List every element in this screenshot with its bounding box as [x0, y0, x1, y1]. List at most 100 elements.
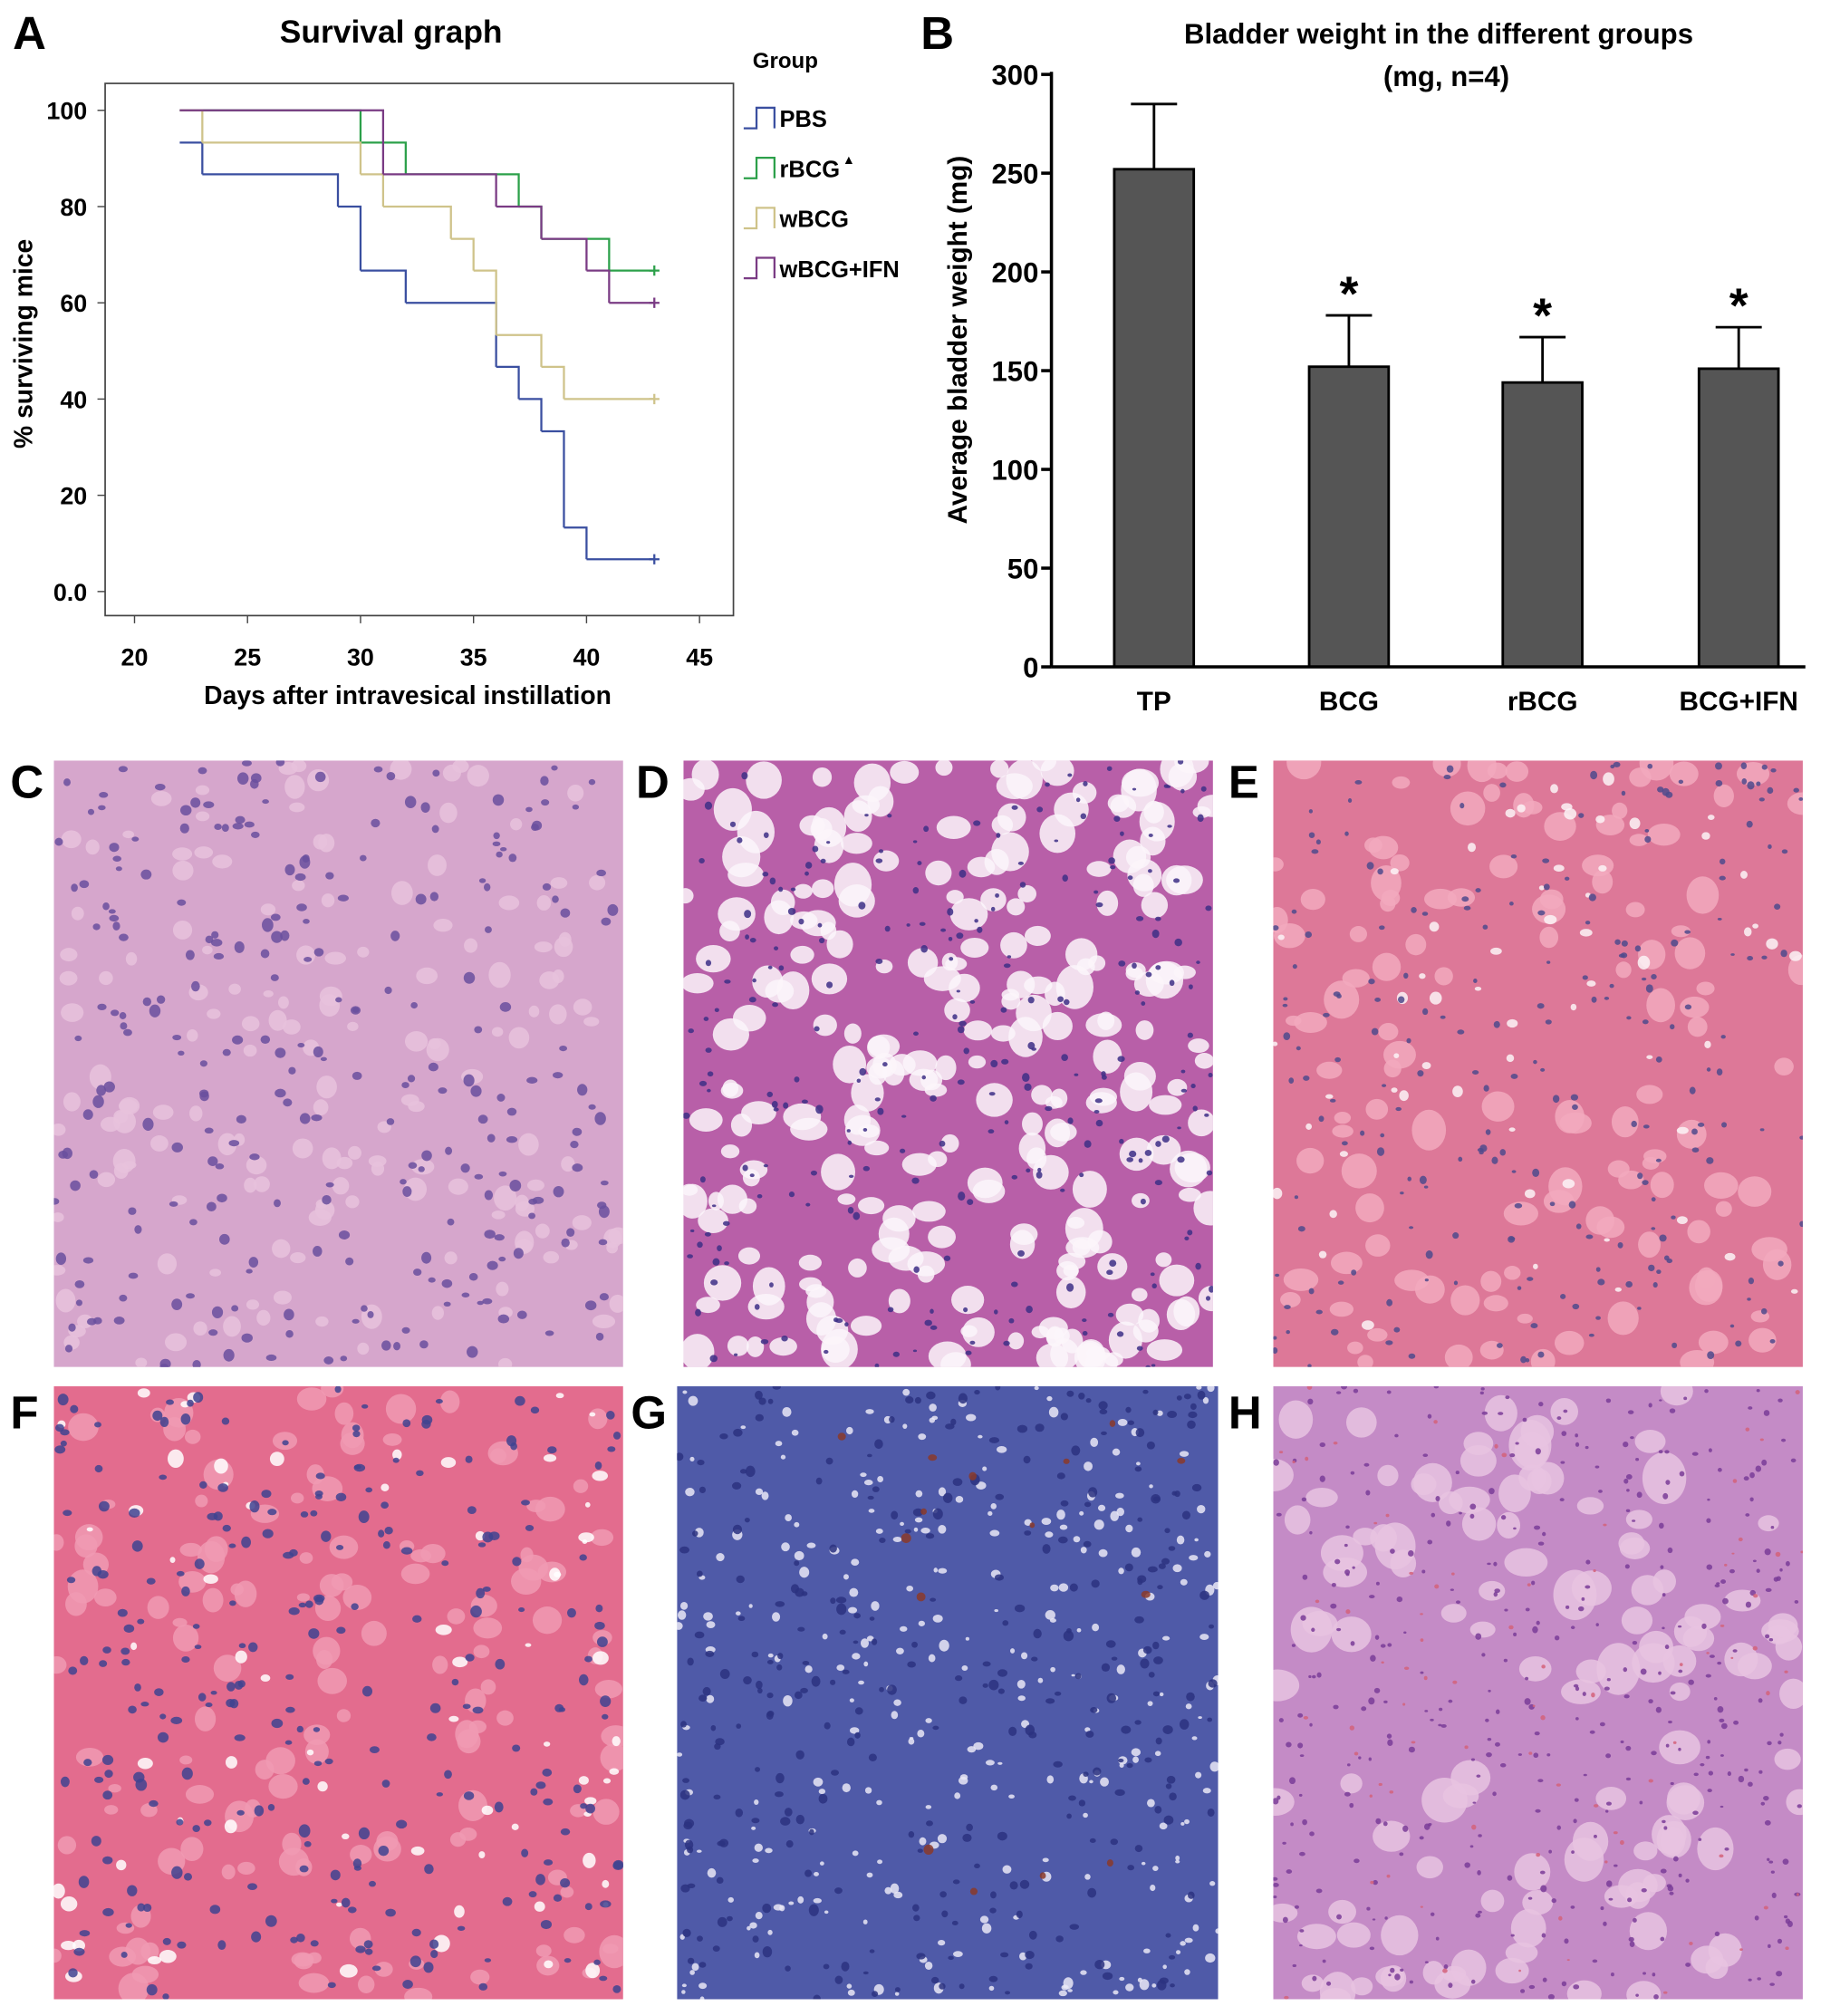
tissue-cell [1421, 1062, 1431, 1070]
tissue-cell [159, 1358, 171, 1367]
tissue-cell [1540, 1067, 1546, 1072]
tissue-cell [1074, 1673, 1082, 1680]
tissue-cell [432, 1934, 450, 1953]
tissue-cell [969, 1340, 976, 1346]
tissue-cell [1369, 1595, 1375, 1599]
tissue-cell [1794, 1599, 1799, 1604]
tissue-cell [1709, 1654, 1715, 1658]
tissue-cell [766, 1091, 774, 1098]
tissue-cell [1349, 1725, 1355, 1731]
tissue-cell [1611, 1106, 1639, 1138]
tissue-cell [1326, 1981, 1332, 1986]
tissue-cell [984, 848, 1009, 875]
tissue-cell [1084, 1351, 1119, 1367]
tissue-cell [1790, 1458, 1797, 1463]
tissue-cell [733, 1353, 738, 1356]
tissue-cell [1423, 1675, 1428, 1681]
tissue-cell [1598, 1490, 1603, 1493]
tissue-cell [1707, 1498, 1710, 1501]
tissue-cell [765, 979, 795, 1003]
tissue-cell [1757, 1977, 1761, 1981]
tissue-cell [924, 1319, 932, 1326]
tissue-cell [1740, 762, 1748, 769]
tissue-cell [997, 1831, 1007, 1841]
tissue-cell [484, 1230, 496, 1240]
tissue-cell [207, 1156, 218, 1167]
tissue-cell [1648, 1699, 1653, 1704]
tissue-cell [1368, 835, 1399, 860]
tissue-cell [410, 1846, 425, 1856]
panel-label: H [1228, 1387, 1262, 1439]
tissue-cell [270, 974, 279, 981]
tissue-cell [1770, 1526, 1775, 1529]
tissue-cell [1668, 1720, 1672, 1724]
tissue-cell [1511, 1170, 1517, 1173]
tissue-cell [1607, 1301, 1639, 1336]
tissue-cell [600, 1743, 623, 1772]
tissue-cell [1022, 1073, 1030, 1083]
tissue-cell [949, 973, 980, 1003]
tissue-cell [1202, 1788, 1211, 1794]
tissue-cell [112, 1149, 136, 1173]
tissue-cell [1761, 764, 1768, 770]
tissue-cell [698, 1982, 708, 1990]
tissue-cell [459, 1828, 477, 1841]
plot-frame [104, 82, 735, 617]
tissue-cell [1556, 1416, 1562, 1421]
tissue-cell [779, 1905, 785, 1912]
tissue-cell [1305, 1487, 1338, 1508]
tissue-cell [1351, 1269, 1357, 1276]
tissue-cell [53, 1124, 66, 1136]
tissue-cell [127, 1885, 138, 1896]
tissue-cell [834, 1975, 843, 1984]
tissue-cell [1500, 1515, 1507, 1520]
tissue-cell [1065, 1283, 1074, 1292]
tissue-cell [891, 1711, 899, 1720]
tissue-cell [1286, 1330, 1290, 1335]
tissue-cell [948, 1955, 954, 1961]
tissue-cell [1297, 1226, 1305, 1232]
tissue-cell [579, 1674, 589, 1686]
tissue-cell [89, 1170, 99, 1180]
tissue-cell [1768, 1637, 1774, 1642]
tissue-cell [1110, 864, 1116, 870]
tissue-cell [1758, 1515, 1779, 1532]
tissue-cell [1349, 926, 1368, 942]
tissue-cell [1341, 1153, 1377, 1189]
tissue-cell [181, 1767, 193, 1780]
tissue-cell [1151, 1283, 1157, 1289]
tissue-cell [1087, 1887, 1097, 1898]
tissue-cell [1451, 1572, 1455, 1576]
tissue-cell [1093, 1110, 1100, 1114]
tissue-cell [821, 1336, 850, 1363]
tissue-cell [189, 1105, 203, 1122]
censor-mark [649, 393, 660, 405]
tissue-cell [860, 1638, 870, 1648]
tissue-cell [1159, 1692, 1164, 1697]
tissue-cell [1308, 809, 1314, 814]
tissue-cell [1002, 1865, 1012, 1874]
tissue-cell [310, 1510, 318, 1517]
tissue-cell [1089, 1087, 1118, 1106]
tissue-cell [740, 1425, 747, 1430]
tissue-cell [474, 1173, 484, 1180]
tissue-cell [473, 1617, 503, 1639]
tissue-cell [1127, 1420, 1135, 1425]
tissue-cell [788, 1901, 795, 1905]
tissue-cell [1627, 1897, 1633, 1903]
tissue-cell [1746, 820, 1753, 828]
tissue-cell [1738, 1775, 1745, 1783]
tissue-cell [1026, 1305, 1033, 1314]
tissue-cell [1510, 1934, 1515, 1937]
tissue-cell [223, 1316, 241, 1337]
tissue-cell [1162, 1725, 1173, 1735]
tissue-cell [1444, 1344, 1473, 1367]
tissue-cell [98, 1500, 110, 1512]
tissue-cell [1008, 1017, 1043, 1057]
tissue-cell [952, 1478, 963, 1486]
tissue-cell [1647, 823, 1681, 846]
tissue-cell [123, 1624, 135, 1634]
tissue-cell [1520, 1989, 1526, 1993]
tissue-cell [843, 800, 872, 833]
tissue-cell [1554, 1635, 1560, 1641]
